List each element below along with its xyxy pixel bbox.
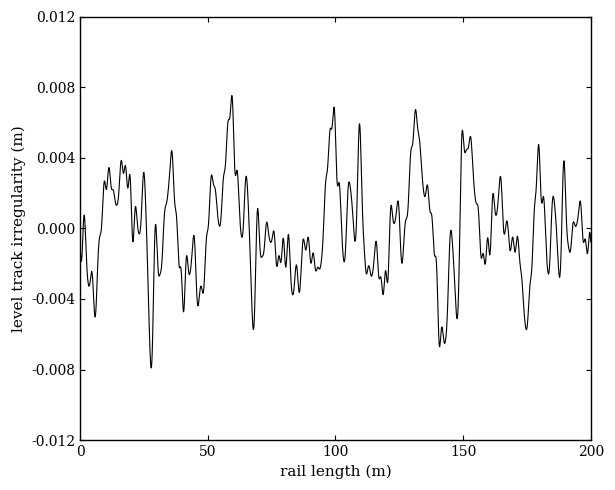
X-axis label: rail length (m): rail length (m)	[280, 465, 391, 479]
Y-axis label: level track irregularity (m): level track irregularity (m)	[11, 125, 25, 332]
